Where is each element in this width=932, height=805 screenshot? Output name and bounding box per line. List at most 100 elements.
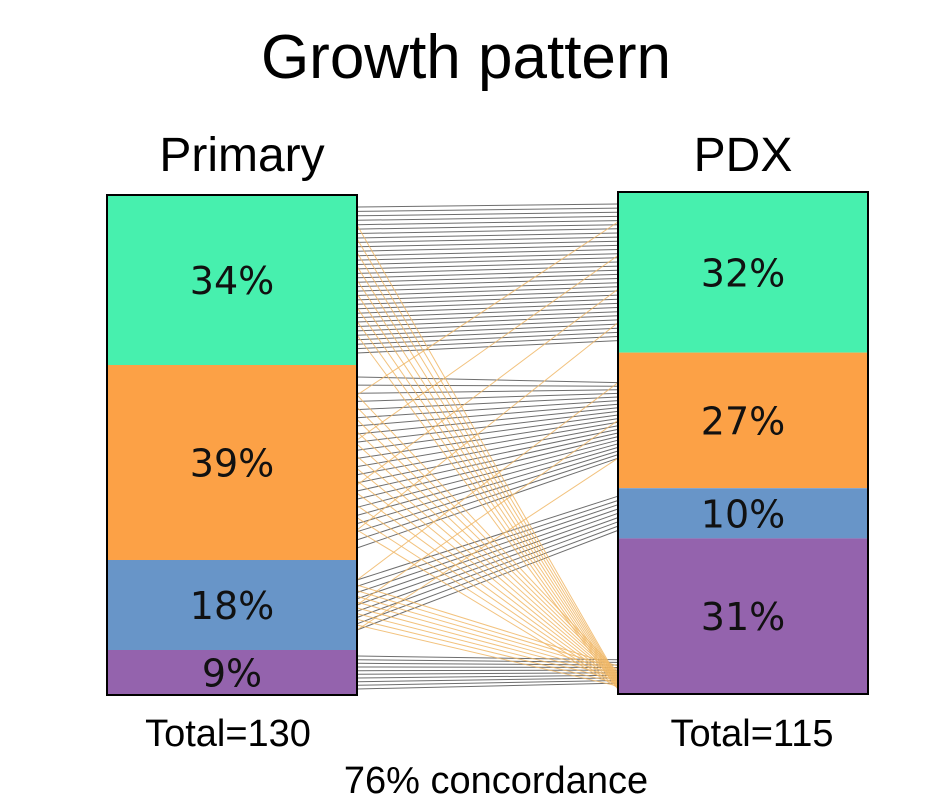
- bar-outline: [106, 194, 358, 696]
- connector-line: [356, 584, 619, 667]
- connector-line: [356, 293, 619, 686]
- connector-line: [356, 266, 619, 683]
- connector-line: [356, 265, 619, 274]
- segment-value-label: 9%: [202, 652, 262, 696]
- connector-line: [356, 666, 619, 668]
- connector-line: [356, 495, 619, 581]
- connector-line: [356, 618, 619, 684]
- chart-title: Growth pattern: [260, 23, 672, 92]
- connector-line: [356, 529, 619, 689]
- connector-line: [356, 244, 619, 252]
- connector-line: [356, 403, 619, 427]
- bar-segment: [107, 560, 357, 650]
- connector-line: [356, 407, 619, 435]
- segment-value-label: 18%: [190, 584, 274, 628]
- pdx-total-label: Total=115: [670, 713, 834, 755]
- connector-line: [356, 443, 619, 679]
- connector-line: [356, 480, 619, 683]
- connector-line: [356, 456, 619, 680]
- connector-line: [356, 468, 619, 682]
- connector-line: [356, 421, 619, 468]
- connector-line: [356, 252, 619, 682]
- connector-line: [356, 419, 619, 606]
- connector-line: [356, 327, 619, 341]
- connector-lines: [356, 203, 619, 690]
- connector-line: [356, 492, 619, 684]
- connector-line: [356, 282, 619, 292]
- connector-line: [356, 517, 619, 687]
- connector-line: [356, 261, 619, 270]
- bar-segment: [107, 195, 357, 365]
- connector-line: [356, 392, 619, 402]
- connector-line: [356, 457, 619, 549]
- concordance-label: 76% concordance: [343, 760, 649, 802]
- connector-line: [356, 290, 619, 301]
- connector-line: [356, 211, 619, 217]
- bar-segment: [618, 352, 868, 489]
- connector-line: [356, 286, 619, 296]
- connector-line: [356, 500, 619, 587]
- connector-line: [356, 238, 619, 681]
- segment-labels: 34% 39% 18% 9% 32% 27% 10% 31%: [190, 251, 785, 695]
- connector-line: [356, 288, 619, 486]
- connector-line: [356, 224, 619, 679]
- connector-line: [356, 384, 619, 387]
- segment-value-label: 10%: [701, 492, 785, 536]
- bar-outline: [617, 191, 869, 695]
- connector-line: [356, 236, 619, 243]
- connector-line: [356, 521, 619, 618]
- connector-line: [356, 457, 619, 631]
- connector-line: [356, 682, 619, 690]
- connector-line: [356, 382, 619, 581]
- connector-line: [356, 389, 619, 394]
- connector-line: [356, 322, 619, 531]
- connector-line: [356, 311, 619, 323]
- bar-segment: [618, 192, 868, 353]
- primary-bar-label: Primary: [159, 129, 325, 182]
- connector-line: [356, 321, 619, 689]
- connector-line: [356, 294, 619, 305]
- connector-line: [356, 400, 619, 419]
- connector-line: [356, 505, 619, 686]
- connector-line: [356, 224, 619, 230]
- connector-line: [356, 331, 619, 345]
- connector-line: [356, 431, 619, 677]
- connector-line: [356, 504, 619, 593]
- connector-line: [356, 680, 619, 686]
- pdx-bar-label: PDX: [693, 129, 793, 182]
- connector-line: [356, 590, 619, 670]
- connector-line: [356, 428, 619, 484]
- connector-line: [356, 257, 619, 265]
- connector-line: [356, 273, 619, 283]
- connector-line: [356, 529, 619, 631]
- primary-total-label: Total=130: [145, 713, 311, 755]
- connector-line: [356, 677, 619, 683]
- connector-line: [356, 240, 619, 248]
- connector-line: [356, 323, 619, 336]
- connector-line: [356, 669, 619, 672]
- connector-line: [356, 425, 619, 476]
- segment-value-label: 27%: [701, 399, 785, 443]
- segment-value-label: 31%: [701, 595, 785, 639]
- connector-line: [356, 279, 619, 685]
- connector-line: [356, 406, 619, 674]
- connector-line: [356, 432, 619, 492]
- stacked-bars: [106, 191, 869, 696]
- bar-segment: [618, 488, 868, 539]
- connector-line: [356, 512, 619, 606]
- connector-line: [356, 607, 619, 678]
- connector-line: [356, 207, 619, 212]
- bar-segment: [618, 538, 868, 694]
- bar-segment: [107, 365, 357, 560]
- connector-line: [356, 450, 619, 533]
- connector-line: [356, 307, 619, 687]
- connector-line: [356, 613, 619, 681]
- connector-line: [356, 595, 619, 673]
- connector-line: [356, 269, 619, 279]
- connector-line: [356, 662, 619, 666]
- connector-line: [356, 376, 619, 384]
- segment-value-label: 39%: [190, 442, 274, 486]
- segment-value-label: 32%: [701, 251, 785, 295]
